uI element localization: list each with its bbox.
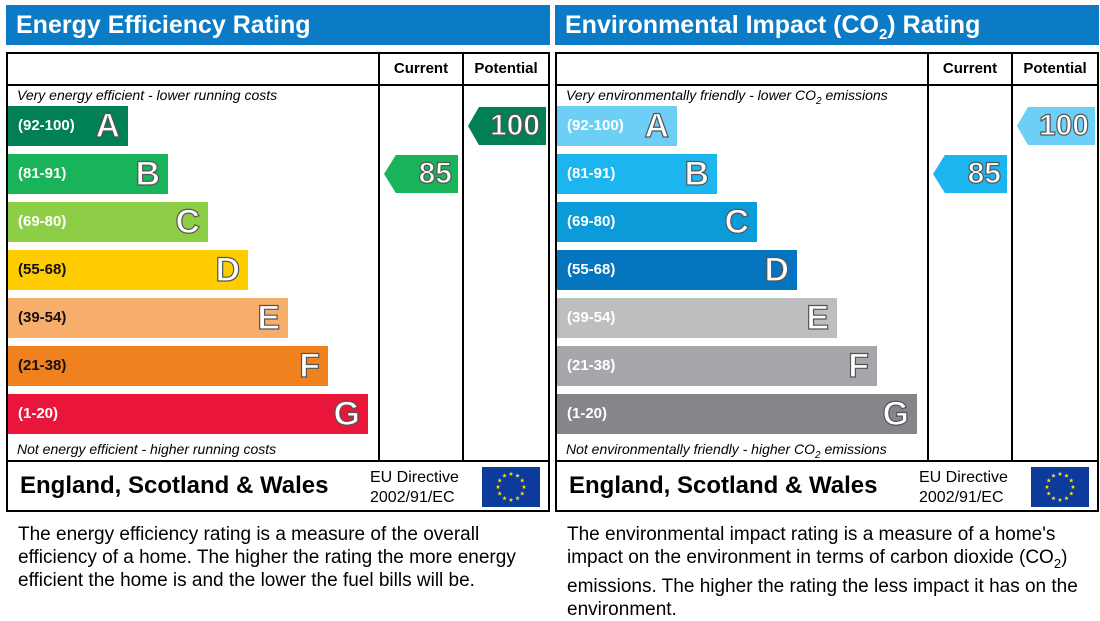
top-note: Very energy efficient - lower running co… xyxy=(17,87,278,103)
top-note-sub: 2 xyxy=(816,95,822,107)
potential-column-header: Potential xyxy=(1023,60,1087,77)
column-divider xyxy=(378,54,380,462)
environment-title-post: ) Rating xyxy=(887,11,981,39)
column-divider xyxy=(1011,54,1013,462)
column-divider xyxy=(927,54,929,462)
header-divider xyxy=(557,84,1097,86)
potential-rating-value: 100 xyxy=(489,108,540,142)
band-letter: A xyxy=(95,106,121,145)
band-d: (55-68) D xyxy=(8,250,248,290)
band-range-label: (39-54) xyxy=(18,309,67,326)
energy-title: Energy Efficiency Rating xyxy=(6,5,550,45)
environment-title-pre: Environmental Impact (CO xyxy=(565,11,879,39)
eu-flag-icon xyxy=(1031,467,1089,507)
band-a: (92-100) A xyxy=(8,106,128,146)
current-rating-arrow: 85 xyxy=(933,155,1007,193)
energy-chart-frame: Current Potential Very energy efficient … xyxy=(6,52,550,512)
energy-efficiency-panel: Energy Efficiency Rating Current Potenti… xyxy=(6,0,550,616)
band-e: (39-54) E xyxy=(557,298,837,338)
environment-title: Environmental Impact (CO2) Rating xyxy=(555,5,1099,45)
band-letter: A xyxy=(644,106,670,145)
band-letter: D xyxy=(215,250,241,289)
top-note: Very environmentally friendly - lower CO… xyxy=(566,87,888,107)
potential-rating-value: 100 xyxy=(1038,108,1089,142)
bottom-note-sub: 2 xyxy=(815,449,821,461)
band-f: (21-38) F xyxy=(8,346,328,386)
description-sub: 2 xyxy=(1053,555,1062,571)
band-letter: F xyxy=(848,346,870,385)
band-b: (81-91) B xyxy=(8,154,168,194)
potential-column-header: Potential xyxy=(474,60,538,77)
band-range-label: (92-100) xyxy=(18,117,75,134)
description-pre: The environmental impact rating is a mea… xyxy=(567,524,1056,568)
band-range-label: (55-68) xyxy=(567,261,616,278)
environment-description: The environmental impact rating is a mea… xyxy=(567,523,1087,621)
potential-rating-arrow: 100 xyxy=(468,107,546,145)
environment-title-sub: 2 xyxy=(878,26,888,43)
band-range-label: (69-80) xyxy=(567,213,616,230)
bottom-note-post: emissions xyxy=(820,441,887,457)
energy-description: The energy efficiency rating is a measur… xyxy=(18,524,516,591)
footer-divider xyxy=(557,460,1097,462)
footer-country: England, Scotland & Wales xyxy=(20,472,329,499)
band-range-label: (1-20) xyxy=(18,405,59,422)
footer-divider xyxy=(8,460,548,462)
band-range-label: (81-91) xyxy=(18,165,67,182)
band-range-label: (39-54) xyxy=(567,309,616,326)
band-letter: G xyxy=(333,394,361,433)
band-range-label: (92-100) xyxy=(567,117,624,134)
energy-title-text: Energy Efficiency Rating xyxy=(16,11,311,39)
current-column-header: Current xyxy=(942,60,998,77)
bottom-note-pre: Not environmentally friendly - higher CO xyxy=(566,441,815,457)
band-letter: C xyxy=(175,202,201,241)
column-divider xyxy=(462,54,464,462)
description-post: ) emissions. The higher the rating the l… xyxy=(567,547,1078,620)
band-letter: D xyxy=(764,250,790,289)
band-range-label: (55-68) xyxy=(18,261,67,278)
top-note-pre: Very environmentally friendly - lower CO xyxy=(566,87,817,103)
band-f: (21-38) F xyxy=(557,346,877,386)
environmental-impact-panel: Environmental Impact (CO2) Rating Curren… xyxy=(555,0,1099,620)
band-g: (1-20) G xyxy=(557,394,917,434)
current-rating-value: 85 xyxy=(967,156,1002,190)
footer-country: England, Scotland & Wales xyxy=(569,472,878,499)
band-letter: C xyxy=(724,202,750,241)
band-letter: B xyxy=(135,154,161,193)
bottom-note: Not energy efficient - higher running co… xyxy=(17,441,277,457)
potential-rating-arrow: 100 xyxy=(1017,107,1095,145)
band-letter: E xyxy=(257,298,281,337)
band-letter: F xyxy=(299,346,321,385)
band-c: (69-80) C xyxy=(8,202,208,242)
directive-line-2: 2002/91/EC xyxy=(919,489,1004,506)
top-note-post: emissions xyxy=(821,87,888,103)
header-divider xyxy=(8,84,548,86)
footer-directive: EU Directive 2002/91/EC xyxy=(919,468,1008,508)
band-a: (92-100) A xyxy=(557,106,677,146)
bottom-note: Not environmentally friendly - higher CO… xyxy=(566,441,887,461)
directive-line-2: 2002/91/EC xyxy=(370,489,455,506)
band-range-label: (81-91) xyxy=(567,165,616,182)
directive-line-1: EU Directive xyxy=(919,469,1008,486)
band-letter: B xyxy=(684,154,710,193)
band-letter: G xyxy=(882,394,910,433)
band-d: (55-68) D xyxy=(557,250,797,290)
band-range-label: (69-80) xyxy=(18,213,67,230)
eu-flag-icon xyxy=(482,467,540,507)
footer-directive: EU Directive 2002/91/EC xyxy=(370,468,459,508)
current-column-header: Current xyxy=(393,60,449,77)
band-range-label: (1-20) xyxy=(567,405,608,422)
current-rating-value: 85 xyxy=(418,156,453,190)
band-letter: E xyxy=(806,298,830,337)
current-rating-arrow: 85 xyxy=(384,155,458,193)
band-range-label: (21-38) xyxy=(567,357,616,374)
band-g: (1-20) G xyxy=(8,394,368,434)
environment-chart-frame: Current Potential Very environmentally f… xyxy=(555,52,1099,512)
band-b: (81-91) B xyxy=(557,154,717,194)
directive-line-1: EU Directive xyxy=(370,469,459,486)
band-range-label: (21-38) xyxy=(18,357,67,374)
band-e: (39-54) E xyxy=(8,298,288,338)
band-c: (69-80) C xyxy=(557,202,757,242)
